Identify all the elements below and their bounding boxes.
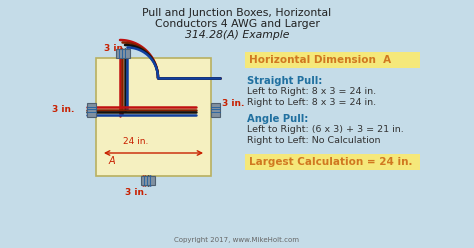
Text: 3 in.: 3 in. xyxy=(222,98,245,107)
Text: Conductors 4 AWG and Larger: Conductors 4 AWG and Larger xyxy=(155,19,319,29)
Text: Right to Left: No Calculation: Right to Left: No Calculation xyxy=(247,136,381,145)
Text: Angle Pull:: Angle Pull: xyxy=(247,114,309,124)
Bar xyxy=(96,58,211,176)
Text: 3 in.: 3 in. xyxy=(52,105,74,115)
Text: Copyright 2017, www.MikeHolt.com: Copyright 2017, www.MikeHolt.com xyxy=(174,237,300,243)
Bar xyxy=(116,49,130,58)
Bar xyxy=(245,154,420,170)
Bar xyxy=(245,52,420,68)
Text: 3 in.: 3 in. xyxy=(104,44,127,53)
Text: Largest Calculation = 24 in.: Largest Calculation = 24 in. xyxy=(249,157,412,167)
Text: Straight Pull:: Straight Pull: xyxy=(247,76,322,86)
Text: 24 in.: 24 in. xyxy=(123,137,148,146)
Text: Horizontal Dimension  A: Horizontal Dimension A xyxy=(249,55,391,65)
Text: Right to Left: 8 x 3 = 24 in.: Right to Left: 8 x 3 = 24 in. xyxy=(247,98,376,107)
Bar xyxy=(211,103,220,117)
Text: Left to Right: 8 x 3 = 24 in.: Left to Right: 8 x 3 = 24 in. xyxy=(247,87,376,96)
Bar xyxy=(87,103,96,117)
Bar xyxy=(141,176,155,185)
Text: 3 in.: 3 in. xyxy=(125,188,147,197)
Text: 314.28(A) Example: 314.28(A) Example xyxy=(185,30,289,40)
Text: Left to Right: (6 x 3) + 3 = 21 in.: Left to Right: (6 x 3) + 3 = 21 in. xyxy=(247,125,404,134)
Text: Pull and Junction Boxes, Horizontal: Pull and Junction Boxes, Horizontal xyxy=(143,8,331,18)
Text: A: A xyxy=(109,156,116,166)
